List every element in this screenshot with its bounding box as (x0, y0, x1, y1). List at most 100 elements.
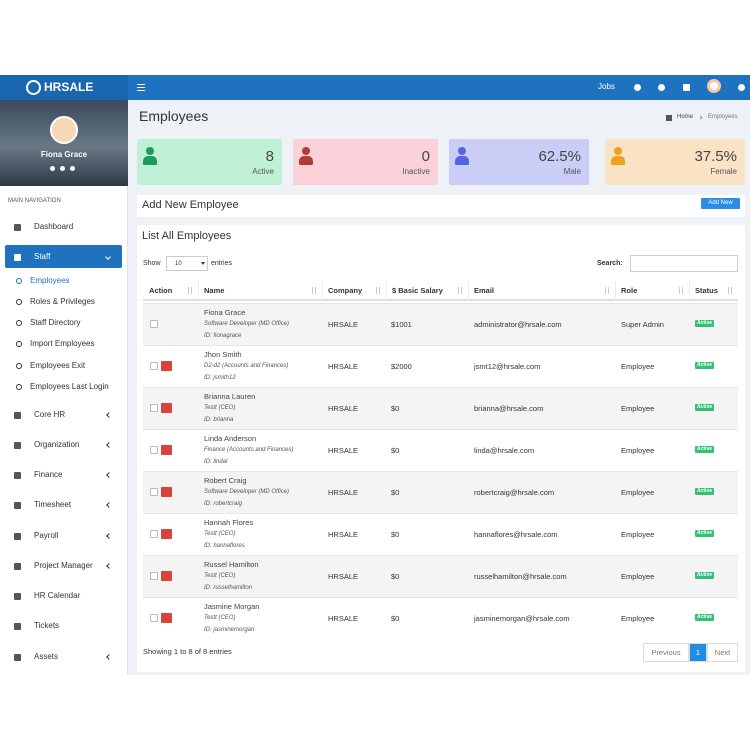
company: HRSALE (328, 530, 359, 539)
table-row (143, 597, 738, 639)
employee-name: Linda Anderson (204, 434, 257, 443)
column-header[interactable]: Email (474, 286, 495, 295)
status-badge: Active (695, 404, 715, 411)
status-badge: Active (695, 446, 715, 453)
settings-icon[interactable] (738, 84, 745, 91)
nav-item[interactable]: Timesheet (34, 500, 72, 509)
email: brianna@hrsale.com (474, 404, 544, 413)
column-divider (468, 281, 469, 301)
nav-item[interactable]: Project Manager (34, 561, 93, 570)
user-icon[interactable] (50, 166, 55, 171)
column-header[interactable]: $ Basic Salary (392, 286, 443, 295)
column-header[interactable]: Company (328, 286, 363, 295)
delete-button[interactable] (161, 403, 172, 413)
view-button[interactable] (150, 404, 158, 412)
brand: HRSALE (44, 80, 94, 94)
nav-item[interactable]: HR Calendar (34, 591, 81, 600)
view-button[interactable] (150, 614, 158, 622)
user-icon[interactable] (70, 166, 75, 171)
stat-value: 0 (421, 148, 430, 165)
stat-icon-body (611, 156, 625, 165)
delete-button[interactable] (161, 445, 172, 455)
page-button[interactable]: Previous (643, 643, 689, 662)
employee-id: ID: russelhamilton (204, 585, 253, 591)
salary: $0 (391, 404, 400, 413)
table-header (143, 281, 738, 301)
employee-name: Russel Hamilton (204, 560, 259, 569)
stat-box: 62.5% Male (449, 139, 589, 185)
delete-button[interactable] (161, 487, 172, 497)
view-button[interactable] (150, 572, 158, 580)
page-button[interactable]: 1 (689, 643, 707, 662)
add-button[interactable]: Add New (701, 198, 740, 209)
email: jasminemorgan@hrsale.com (474, 614, 570, 623)
sort-icon (312, 287, 316, 294)
nav-item[interactable]: Staff (34, 252, 51, 261)
search-input[interactable] (630, 255, 738, 272)
employee-id: ID: brianna (204, 417, 234, 423)
nav-item[interactable]: Assets (34, 652, 59, 661)
breadcrumb: Employees (708, 114, 738, 120)
delete-button[interactable] (161, 613, 172, 623)
view-button[interactable] (150, 362, 158, 370)
status-badge: Active (695, 530, 715, 537)
employee-designation: Testt (CEO) (204, 405, 236, 411)
employee-designation: D2-d2 (Accounts and Finances) (204, 363, 289, 369)
email: hannaflores@hrsale.com (474, 530, 558, 539)
select-caret (201, 262, 205, 265)
stat-icon-body (455, 156, 469, 165)
submenu-item[interactable]: Import Employees (30, 339, 95, 348)
role: Employee (621, 362, 655, 371)
submenu-item[interactable]: Employees Last Login (30, 382, 109, 391)
logo-icon (26, 80, 41, 95)
stat-icon-head (458, 147, 466, 155)
delete-button[interactable] (161, 529, 172, 539)
nav-item[interactable]: Core HR (34, 410, 66, 419)
list-title: List All Employees (142, 230, 232, 242)
nav-item[interactable]: Dashboard (34, 222, 74, 231)
role: Employee (621, 488, 655, 497)
employee-id: ID: robertcraig (204, 501, 243, 507)
view-button[interactable] (150, 488, 158, 496)
nav-item[interactable]: Finance (34, 470, 63, 479)
stat-label: Male (563, 167, 581, 176)
view-button[interactable] (150, 530, 158, 538)
jobs-link[interactable]: Jobs (598, 82, 615, 91)
employee-id: ID: lindal (204, 459, 228, 465)
top-icon[interactable] (683, 84, 690, 91)
sort-icon (188, 287, 192, 294)
top-icon[interactable] (634, 84, 641, 91)
delete-button[interactable] (161, 361, 172, 371)
submenu-item[interactable]: Employees (30, 276, 70, 285)
menu-toggle[interactable] (137, 84, 145, 91)
breadcrumb[interactable]: Home (677, 114, 694, 120)
column-header[interactable]: Action (149, 286, 173, 295)
email: russelhamilton@hrsale.com (474, 572, 567, 581)
user-icon[interactable] (60, 166, 65, 171)
submenu-bullet (16, 384, 22, 390)
table-row (143, 387, 738, 429)
top-avatar[interactable] (707, 79, 721, 93)
nav-item[interactable]: Organization (34, 440, 80, 449)
column-header[interactable]: Name (204, 286, 225, 295)
stat-label: Inactive (402, 167, 430, 176)
column-header[interactable]: Role (621, 286, 638, 295)
entries-select[interactable]: 10 (166, 256, 208, 271)
nav-icon (14, 254, 21, 261)
top-icon[interactable] (658, 84, 665, 91)
employee-designation: Software Developer (MD Office) (204, 489, 290, 495)
nav-item[interactable]: Payroll (34, 531, 59, 540)
view-button[interactable] (150, 320, 158, 328)
nav-item[interactable]: Tickets (34, 621, 60, 630)
submenu-item[interactable]: Roles & Privileges (30, 297, 95, 306)
submenu-item[interactable]: Employees Exit (30, 361, 86, 370)
submenu-bullet (16, 363, 22, 369)
delete-button[interactable] (161, 571, 172, 581)
show-label: Show (143, 260, 161, 267)
column-header[interactable]: Status (695, 286, 718, 295)
view-button[interactable] (150, 446, 158, 454)
page-button[interactable]: Next (707, 643, 738, 662)
submenu-item[interactable]: Staff Directory (30, 318, 81, 327)
menu-toggle-mid (137, 87, 145, 88)
stat-icon-head (614, 147, 622, 155)
